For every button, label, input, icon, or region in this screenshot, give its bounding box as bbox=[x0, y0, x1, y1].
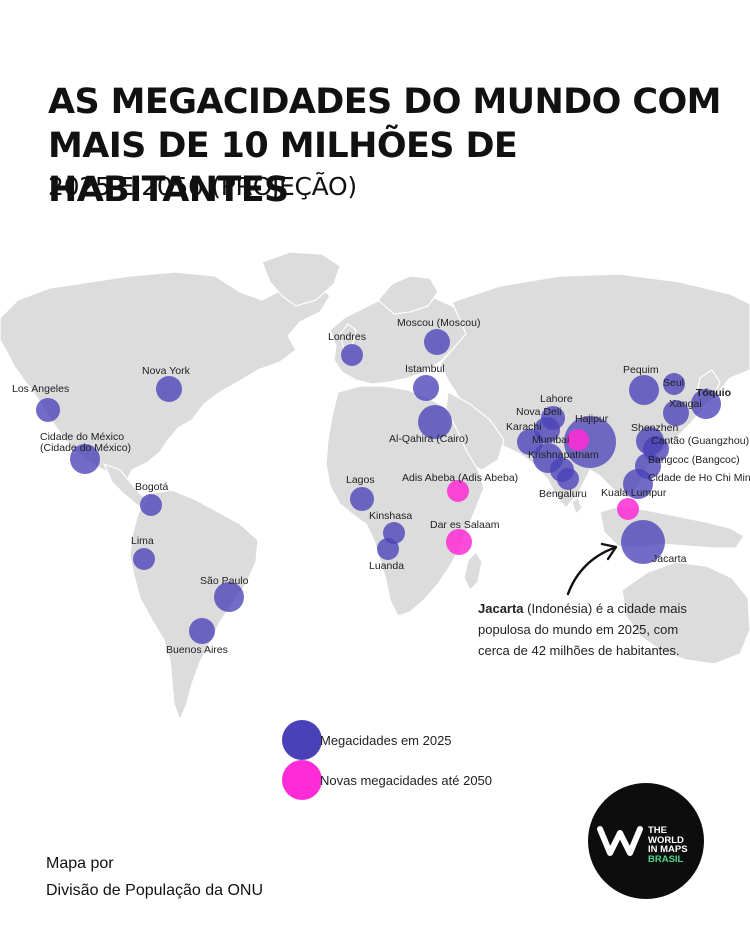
brand-logo: THE WORLD IN MAPS BRASIL bbox=[588, 783, 704, 899]
city-20-label: Hajipur bbox=[575, 413, 609, 425]
city-5-bubble bbox=[214, 582, 244, 612]
city-32-bubble bbox=[623, 469, 653, 499]
city-8-label: Moscou (Moscou) bbox=[397, 317, 480, 329]
city-13-label: Luanda bbox=[369, 560, 404, 572]
source-credit: Mapa por Divisão de População da ONU bbox=[46, 850, 263, 904]
city-3-label: Bogotá bbox=[135, 481, 168, 493]
city-22-label: Bengaluru bbox=[539, 488, 587, 500]
city-20-bubble bbox=[567, 429, 589, 451]
city-1-bubble bbox=[156, 376, 182, 402]
city-16-label: Lahore bbox=[540, 393, 573, 405]
legend-swatch-2050 bbox=[282, 760, 322, 800]
city-1-label: Nova York bbox=[142, 365, 191, 377]
title-line-1: AS MEGACIDADES DO MUNDO COM bbox=[48, 82, 721, 122]
logo-text: THE WORLD IN MAPS BRASIL bbox=[648, 826, 704, 864]
city-28-bubble bbox=[663, 400, 689, 426]
city-0-label: Los Angeles bbox=[12, 383, 69, 395]
city-32-label: Cidade de Ho Chi Minh bbox=[648, 472, 750, 484]
city-2-label: Cidade do México (Cidade do México) bbox=[40, 431, 131, 454]
logo-line-1: THE WORLD bbox=[648, 825, 684, 846]
landmass-south-america bbox=[129, 489, 259, 721]
city-12-label: Kinshasa bbox=[369, 510, 412, 522]
city-10-bubble bbox=[418, 405, 452, 439]
landmass-srilanka bbox=[571, 497, 583, 515]
city-3-bubble bbox=[140, 494, 162, 516]
legend-2025: Megacidades em 2025 bbox=[282, 720, 452, 760]
landmass-greenland bbox=[261, 251, 341, 307]
city-bubbles bbox=[36, 329, 721, 644]
legend-label-2050: Novas megacidades até 2050 bbox=[320, 772, 493, 788]
city-18-label: Karachi bbox=[506, 421, 542, 433]
jakarta-annotation: Jacarta (Indonésia) é a cidade mais popu… bbox=[478, 598, 708, 661]
landmass-madagascar bbox=[463, 551, 483, 591]
city-26-bubble bbox=[663, 373, 685, 395]
page-title: AS MEGACIDADES DO MUNDO COM MAIS DE 10 M… bbox=[48, 80, 728, 212]
annotation-arrowhead bbox=[600, 542, 618, 561]
city-31-label: Bangcoc (Bangcoc) bbox=[648, 454, 740, 466]
city-11-bubble bbox=[350, 487, 374, 511]
city-23-label: Kuala Lumpur bbox=[601, 487, 667, 499]
city-5-label: São Paulo bbox=[200, 575, 249, 587]
city-9-bubble bbox=[413, 375, 439, 401]
city-23-bubble bbox=[617, 498, 639, 520]
city-30-label: Cantão (Guangzhou) bbox=[651, 435, 749, 447]
city-15-bubble bbox=[446, 529, 472, 555]
source-line-1: Mapa por bbox=[46, 855, 114, 872]
city-28-label: Xangai bbox=[669, 398, 702, 410]
city-4-bubble bbox=[133, 548, 155, 570]
city-labels: Los Angeles Nova York Cidade do México (Cid… bbox=[12, 317, 750, 656]
city-10-label: Al-Qahira (Cairo) bbox=[389, 433, 468, 445]
city-13-bubble bbox=[377, 538, 399, 560]
city-11-label: Lagos bbox=[346, 474, 375, 486]
city-22-bubble bbox=[557, 468, 579, 490]
city-15-label: Dar es Salaam bbox=[430, 519, 500, 531]
title-line-2: MAIS DE 10 MILHÕES DE HABITANTES bbox=[48, 126, 518, 210]
city-14-bubble bbox=[447, 480, 469, 502]
landmass-australia bbox=[621, 561, 750, 665]
city-17-label: Nova Deli bbox=[516, 406, 562, 418]
city-4-label: Lima bbox=[131, 535, 154, 547]
city-9-label: Istambul bbox=[405, 363, 445, 375]
land-layer bbox=[0, 251, 750, 721]
city-27-bubble bbox=[691, 389, 721, 419]
legend-label-2025: Megacidades em 2025 bbox=[320, 732, 452, 748]
logo-line-2: IN MAPS bbox=[648, 844, 688, 855]
bubble-hajipur-region-glow bbox=[564, 416, 616, 468]
annotation-arrow bbox=[566, 546, 616, 596]
city-25-bubble bbox=[629, 375, 659, 405]
city-24-label: Jacarta bbox=[652, 553, 687, 565]
city-27-label: Tóquio bbox=[696, 387, 731, 399]
city-29-label: Shenzhen bbox=[631, 422, 678, 434]
city-19-label: Mumbai bbox=[532, 434, 569, 446]
landmass-scandinavia bbox=[377, 275, 439, 315]
city-21-label: Krishnapatnam bbox=[528, 449, 599, 461]
page-subtitle: 2025 E 2050 (PROJEÇÃO) bbox=[48, 172, 357, 201]
source-line-2: Divisão de População da ONU bbox=[46, 882, 264, 899]
city-6-bubble bbox=[189, 618, 215, 644]
city-24-bubble bbox=[621, 520, 665, 564]
legend-2050: Novas megacidades até 2050 bbox=[282, 760, 492, 800]
landmass-britain bbox=[339, 323, 357, 351]
annotation-city: Jacarta bbox=[478, 601, 524, 616]
city-7-bubble bbox=[341, 344, 363, 366]
annotation-text: é a cidade mais populosa do mundo em 202… bbox=[478, 601, 687, 658]
city-2-bubble bbox=[70, 444, 100, 474]
city-8-bubble bbox=[424, 329, 450, 355]
city-7-label: Londres bbox=[328, 331, 366, 343]
city-0-bubble bbox=[36, 398, 60, 422]
city-26-label: Seul bbox=[663, 377, 684, 389]
legend-swatch-2025 bbox=[282, 720, 322, 760]
city-14-label: Adis Abeba (Adis Abeba) bbox=[402, 472, 518, 484]
logo-wm-mark bbox=[597, 826, 643, 856]
city-25-label: Pequim bbox=[623, 364, 659, 376]
landmass-africa bbox=[325, 385, 485, 617]
city-6-label: Buenos Aires bbox=[166, 644, 228, 656]
logo-line-3: BRASIL bbox=[648, 853, 684, 865]
annotation-country: (Indonésia) bbox=[523, 601, 593, 616]
